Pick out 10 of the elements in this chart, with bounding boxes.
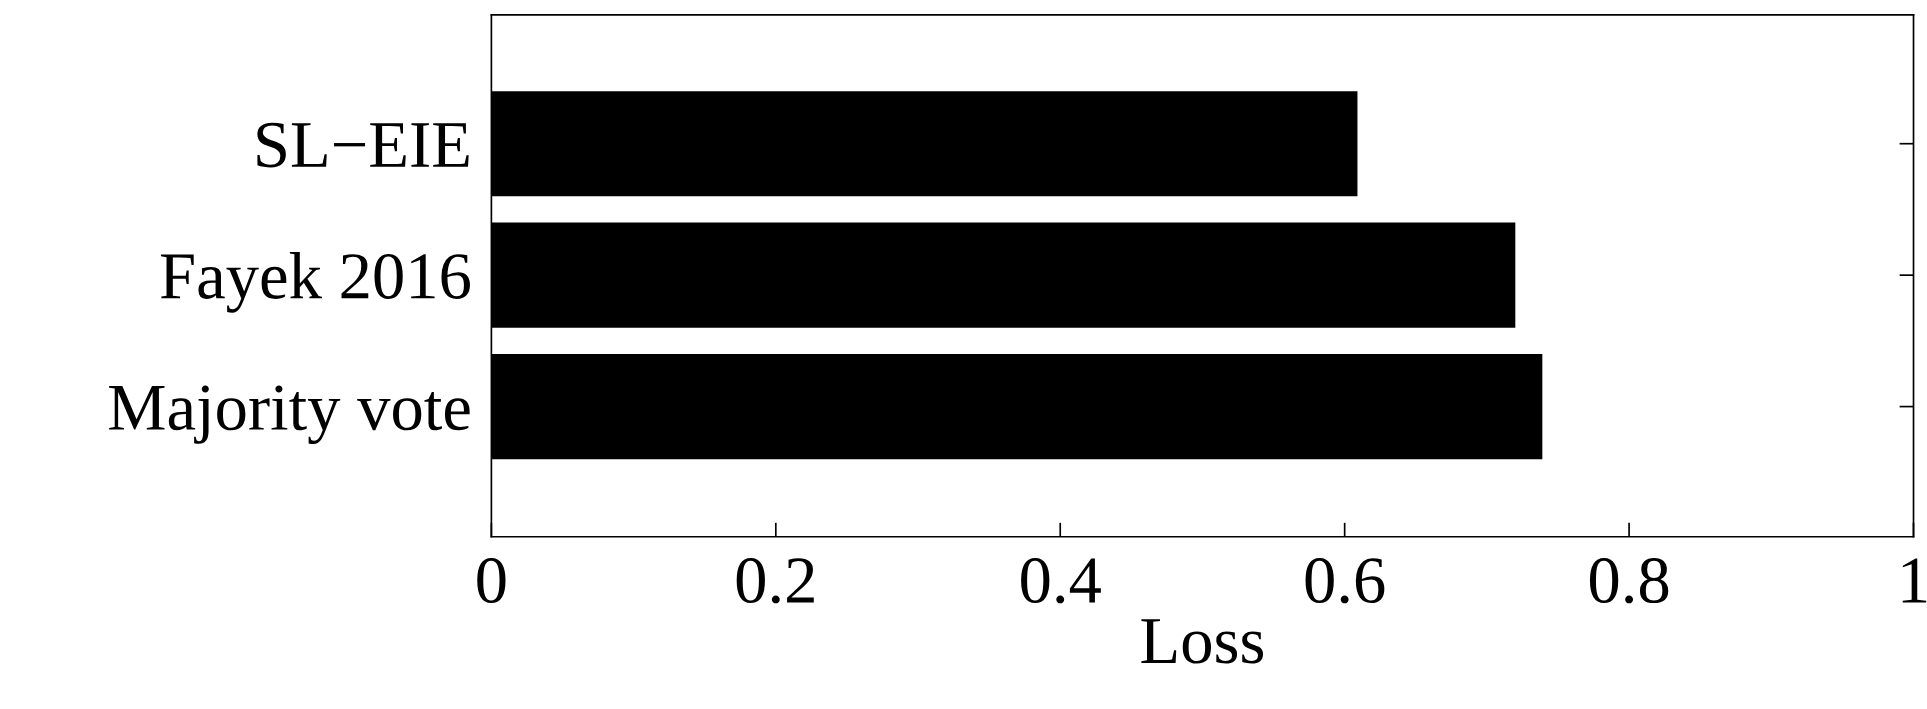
x-tick-label: 0 [477,558,506,604]
x-tick-label: 1 [1902,558,1927,603]
x-tick-label: 0.8 [1589,558,1669,604]
y-tick-label: Majority vote [109,385,470,445]
y-tick-label: Fayek 2016 [160,252,470,313]
x-tick-label: 0.4 [1021,558,1101,604]
x-axis-title: Loss [1141,619,1264,664]
x-tick-label: 0.6 [1305,558,1385,604]
x-tick-label: 0.2 [736,558,814,604]
y-tick-label: SL−EIE [257,122,469,168]
